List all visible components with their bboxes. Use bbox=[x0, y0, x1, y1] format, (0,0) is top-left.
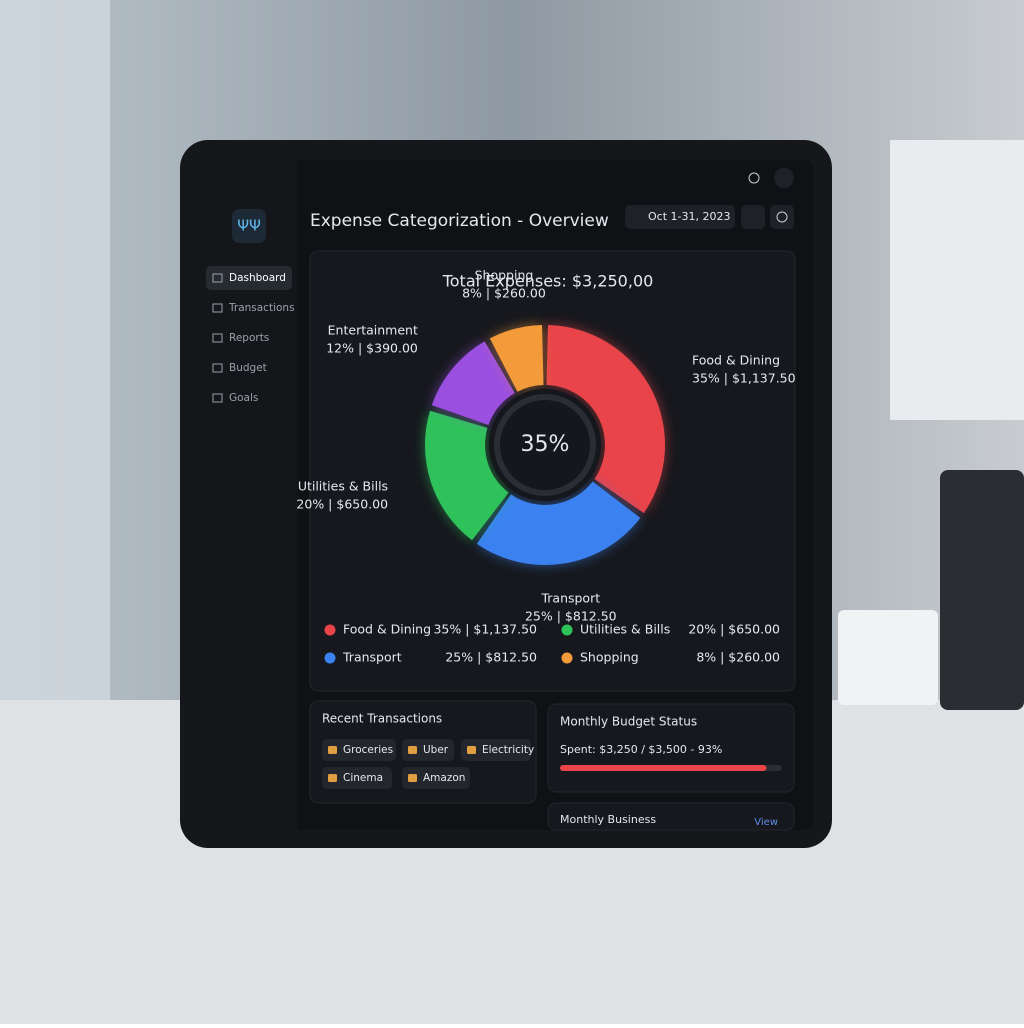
slice-value-label: 8% | $260.00 bbox=[462, 286, 546, 301]
slice-category: Entertainment bbox=[328, 322, 418, 337]
settings-button[interactable] bbox=[770, 205, 794, 229]
nav-item[interactable]: Budget bbox=[229, 362, 267, 374]
legend-dot bbox=[561, 652, 573, 664]
chip-icon bbox=[328, 746, 337, 754]
user-icon[interactable] bbox=[774, 168, 794, 188]
slice-value-label: 12% | $390.00 bbox=[326, 340, 418, 355]
slice-value-label: 25% | $812.50 bbox=[525, 608, 617, 623]
settings-icon bbox=[776, 211, 788, 223]
chip-icon bbox=[328, 774, 337, 782]
transaction-name: Groceries bbox=[343, 744, 393, 756]
slice bbox=[476, 481, 641, 565]
legend-name: Food & Dining bbox=[343, 622, 431, 637]
nav-item[interactable]: Dashboard bbox=[229, 272, 286, 284]
transaction-chip[interactable] bbox=[322, 767, 392, 789]
chip-icon bbox=[408, 746, 417, 754]
page-title: Expense Categorization - Overview bbox=[310, 211, 609, 231]
business-link[interactable]: View bbox=[754, 817, 778, 828]
logo bbox=[232, 209, 266, 243]
transaction-name: Uber bbox=[423, 744, 449, 756]
slice bbox=[546, 325, 665, 514]
slice-category: Transport bbox=[540, 590, 600, 605]
bell-icon[interactable] bbox=[748, 172, 760, 184]
center-disc bbox=[489, 389, 601, 501]
logo-glyph: ΨΨ bbox=[237, 217, 261, 235]
plant-pot bbox=[838, 610, 938, 705]
chip-icon bbox=[467, 746, 476, 754]
legend-name: Shopping bbox=[580, 650, 639, 665]
chart-title: Total Expenses: $3,250,00 bbox=[442, 272, 654, 291]
date-picker[interactable] bbox=[625, 205, 735, 229]
transaction-name: Cinema bbox=[343, 772, 383, 784]
recent-title: Recent Transactions bbox=[322, 712, 442, 726]
budget-label: Spent: $3,250 / $3,500 - 93% bbox=[560, 743, 722, 756]
legend-name: Utilities & Bills bbox=[580, 622, 670, 637]
slice-category: Shopping bbox=[475, 268, 534, 283]
chip-icon bbox=[408, 774, 417, 782]
center-label: 35% bbox=[521, 432, 570, 457]
nav-icon bbox=[212, 393, 223, 403]
slice bbox=[489, 325, 544, 392]
legend-dot bbox=[324, 652, 336, 664]
date-range: Oct 1-31, 2023 bbox=[648, 210, 730, 223]
slice-value-label: 35% | $1,137.50 bbox=[692, 371, 796, 386]
sidebar bbox=[200, 160, 298, 830]
nav-active[interactable] bbox=[206, 266, 292, 290]
slice-category: Food & Dining bbox=[692, 353, 780, 368]
legend-value: 20% | $650.00 bbox=[688, 622, 780, 637]
transaction-chip[interactable] bbox=[402, 739, 454, 761]
wall-frame bbox=[890, 140, 1024, 420]
center-ring bbox=[494, 394, 596, 496]
legend-value: 8% | $260.00 bbox=[696, 650, 780, 665]
laptop bbox=[940, 470, 1024, 710]
legend-name: Transport bbox=[342, 650, 402, 665]
slice-category: Utilities & Bills bbox=[298, 478, 388, 493]
nav-item[interactable]: Transactions bbox=[228, 302, 295, 314]
business-title: Monthly Business bbox=[560, 813, 656, 826]
nav-item[interactable]: Goals bbox=[229, 392, 258, 404]
legend-value: 35% | $1,137.50 bbox=[433, 622, 537, 637]
nav-icon bbox=[212, 273, 223, 283]
nav-icon bbox=[212, 333, 223, 343]
transaction-chip[interactable] bbox=[461, 739, 531, 761]
legend-dot bbox=[324, 624, 336, 636]
nav-icon bbox=[212, 303, 223, 313]
legend-value: 25% | $812.50 bbox=[445, 650, 537, 665]
nav-item[interactable]: Reports bbox=[229, 332, 269, 344]
window bbox=[0, 0, 110, 700]
transaction-name: Amazon bbox=[423, 772, 465, 784]
nav-icon bbox=[212, 363, 223, 373]
slice bbox=[431, 341, 515, 426]
budget-title: Monthly Budget Status bbox=[560, 715, 697, 729]
calendar-button[interactable] bbox=[741, 205, 765, 229]
transaction-chip[interactable] bbox=[322, 739, 396, 761]
business-card bbox=[547, 802, 795, 831]
transaction-chip[interactable] bbox=[402, 767, 470, 789]
transaction-name: Electricity bbox=[482, 744, 534, 756]
slice bbox=[425, 410, 509, 541]
slice-value-label: 20% | $650.00 bbox=[296, 496, 388, 511]
legend-dot bbox=[561, 624, 573, 636]
budget-bar bbox=[560, 765, 767, 771]
